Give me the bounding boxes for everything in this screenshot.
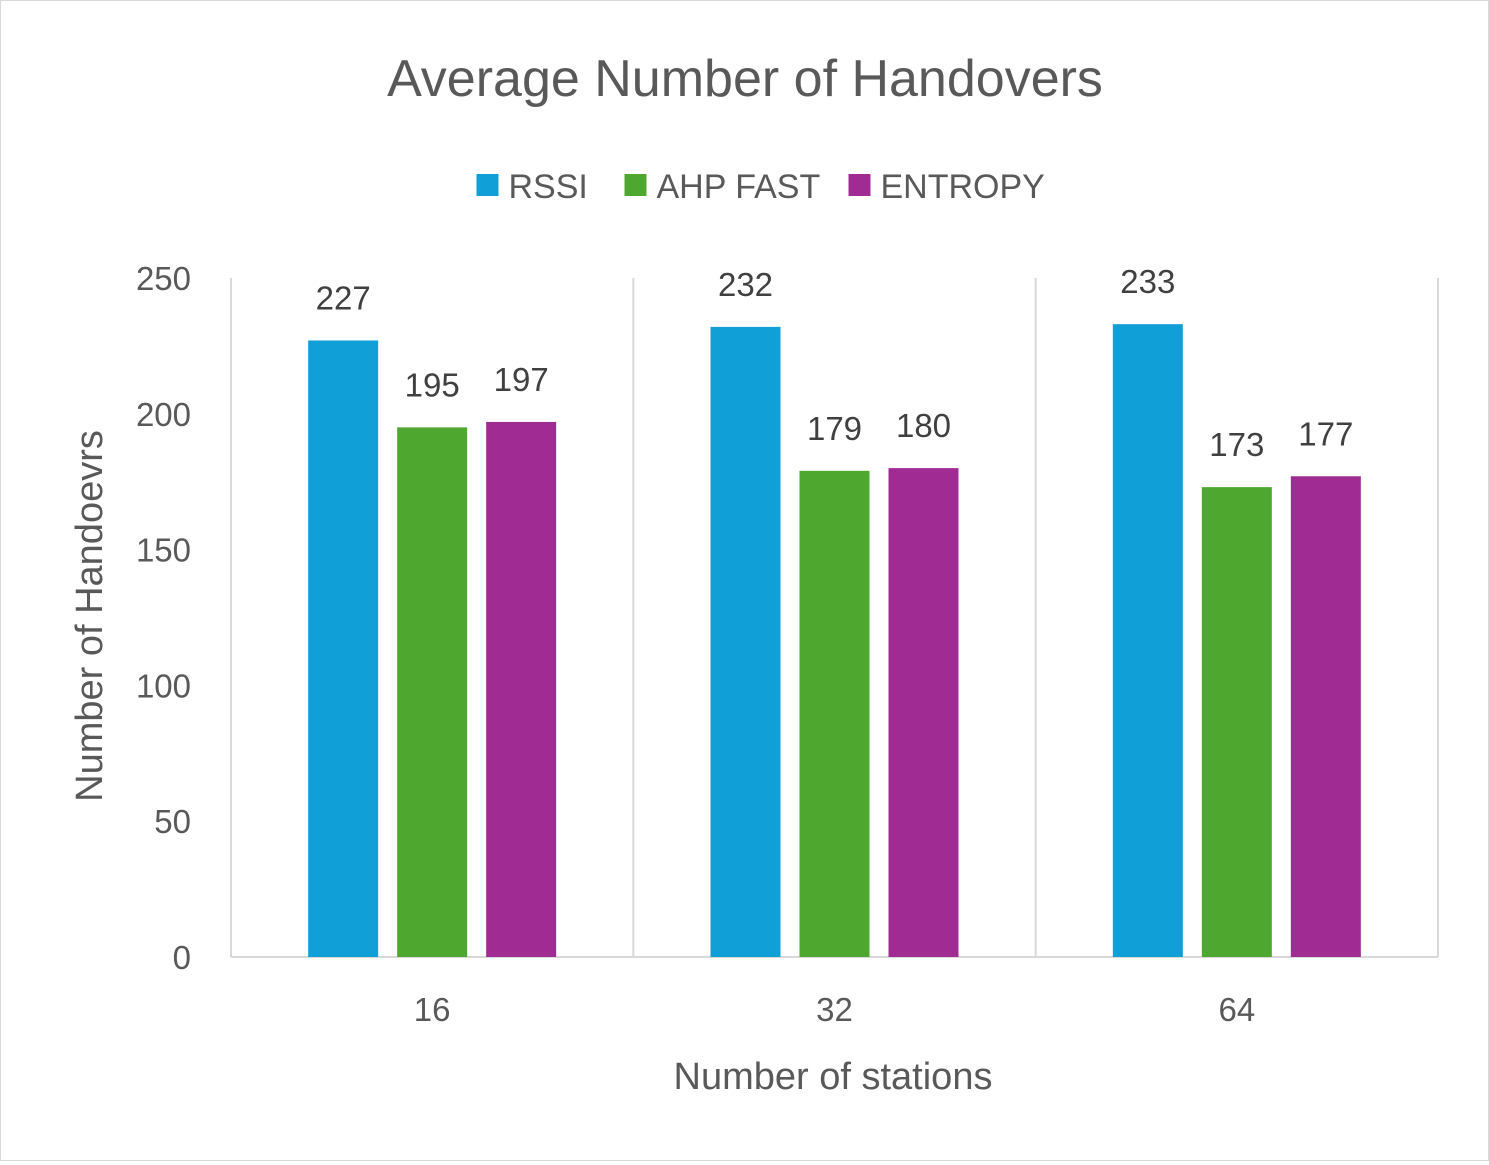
bar-ahp-fast-64 [1201,487,1272,957]
legend-label-entropy: ENTROPY [881,168,1045,206]
data-label-entropy-64: 177 [1298,415,1353,452]
data-label-ahp-fast-32: 179 [807,410,862,447]
y-axis-title: Number of Handoevrs [69,430,111,802]
legend: RSSI AHP FAST ENTROPY [476,168,1045,206]
legend-label-ahp-fast: AHP FAST [657,168,821,206]
legend-swatch-ahp-fast [624,174,647,196]
bar-entropy-64 [1290,476,1361,957]
bar-rssi-32 [710,326,781,957]
data-label-rssi-16: 227 [316,279,371,316]
bar-ahp-fast-16 [397,427,468,957]
y-tick-label: 200 [136,396,191,433]
y-tick-label: 0 [173,939,191,976]
bar-entropy-32 [888,468,959,957]
data-label-rssi-64: 233 [1120,263,1175,300]
x-tick-label: 32 [816,991,853,1028]
chart-title: Average Number of Handovers [387,50,1103,108]
y-tick-label: 100 [136,667,191,704]
y-axis-ticks: 0 50 100 150 200 250 [136,260,191,976]
x-tick-label: 64 [1218,991,1255,1028]
y-tick-label: 50 [154,803,191,840]
data-label-ahp-fast-16: 195 [405,366,460,403]
data-label-entropy-32: 180 [896,407,951,444]
y-tick-label: 150 [136,532,191,569]
data-label-ahp-fast-64: 173 [1209,426,1264,463]
legend-swatch-entropy [848,174,871,196]
legend-swatch-rssi [476,174,499,196]
data-label-rssi-32: 232 [718,266,773,303]
data-label-entropy-16: 197 [494,361,549,398]
bar-rssi-16 [308,340,379,957]
y-tick-label: 250 [136,260,191,297]
bar-ahp-fast-32 [799,470,870,957]
legend-label-rssi: RSSI [509,168,588,206]
data-labels: 227 195 197 232 179 180 233 173 177 [316,263,1354,463]
bar-entropy-16 [486,421,557,957]
bars [308,324,1361,957]
bar-rssi-64 [1112,324,1183,957]
x-axis-title: Number of stations [674,1056,993,1098]
x-tick-label: 16 [414,991,451,1028]
x-axis-ticks: 16 32 64 [414,991,1255,1028]
